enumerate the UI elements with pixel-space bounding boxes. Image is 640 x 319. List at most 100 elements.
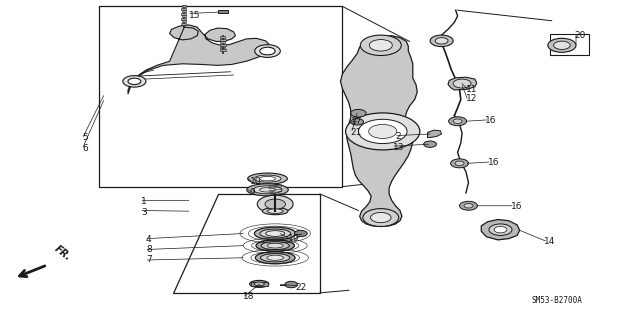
- Circle shape: [494, 226, 507, 233]
- Polygon shape: [173, 194, 320, 293]
- Circle shape: [460, 201, 477, 210]
- Bar: [220, 49, 225, 51]
- Text: 18: 18: [243, 292, 255, 300]
- Text: FR.: FR.: [52, 243, 73, 262]
- Bar: [220, 41, 225, 43]
- Bar: [220, 44, 225, 46]
- Circle shape: [548, 38, 576, 52]
- Circle shape: [260, 47, 275, 55]
- Circle shape: [285, 281, 298, 288]
- Ellipse shape: [255, 252, 295, 264]
- Ellipse shape: [267, 255, 284, 260]
- Circle shape: [371, 212, 391, 223]
- Bar: [182, 5, 186, 7]
- Ellipse shape: [256, 240, 294, 251]
- Circle shape: [455, 161, 464, 166]
- Ellipse shape: [266, 231, 285, 236]
- Bar: [182, 15, 186, 17]
- Text: 1: 1: [141, 197, 147, 206]
- Ellipse shape: [248, 173, 287, 184]
- Bar: [181, 8, 186, 10]
- Text: 8: 8: [146, 245, 152, 254]
- Polygon shape: [481, 219, 520, 240]
- Text: 11: 11: [466, 85, 477, 94]
- Ellipse shape: [262, 208, 288, 215]
- Bar: [550, 34, 589, 55]
- Circle shape: [363, 209, 399, 226]
- Text: 6: 6: [82, 144, 88, 153]
- Ellipse shape: [268, 209, 283, 213]
- Circle shape: [123, 76, 146, 87]
- Text: 17: 17: [351, 117, 362, 126]
- Polygon shape: [340, 36, 417, 226]
- Bar: [220, 39, 225, 41]
- Circle shape: [453, 119, 462, 123]
- Bar: [181, 23, 186, 25]
- Polygon shape: [128, 25, 270, 94]
- Ellipse shape: [246, 184, 288, 196]
- Text: 7: 7: [146, 256, 152, 264]
- Text: 16: 16: [485, 116, 497, 125]
- Circle shape: [451, 159, 468, 168]
- Circle shape: [346, 113, 420, 150]
- Ellipse shape: [250, 280, 269, 287]
- Text: 14: 14: [544, 237, 556, 246]
- Circle shape: [255, 45, 280, 57]
- Polygon shape: [448, 77, 477, 90]
- Circle shape: [257, 195, 293, 213]
- Circle shape: [369, 124, 397, 138]
- Text: 15: 15: [189, 11, 200, 20]
- Text: 19: 19: [288, 234, 300, 243]
- Circle shape: [358, 119, 407, 144]
- Text: 2: 2: [396, 132, 401, 141]
- Text: 9: 9: [250, 188, 255, 197]
- Circle shape: [464, 204, 473, 208]
- Circle shape: [430, 35, 453, 47]
- Circle shape: [489, 224, 512, 235]
- Bar: [181, 18, 186, 20]
- Text: 20: 20: [575, 31, 586, 40]
- Ellipse shape: [268, 243, 283, 248]
- Bar: [182, 20, 186, 22]
- Ellipse shape: [260, 188, 275, 192]
- Ellipse shape: [254, 227, 296, 240]
- Bar: [220, 36, 225, 38]
- Text: 3: 3: [141, 208, 147, 217]
- Text: 5: 5: [82, 133, 88, 142]
- Circle shape: [294, 230, 307, 237]
- Text: 12: 12: [466, 94, 477, 103]
- Text: 22: 22: [296, 283, 307, 292]
- Text: 16: 16: [488, 158, 499, 167]
- Circle shape: [449, 117, 467, 126]
- Circle shape: [424, 141, 436, 147]
- Text: 4: 4: [146, 235, 152, 244]
- Circle shape: [265, 199, 285, 209]
- Circle shape: [351, 109, 366, 117]
- Bar: [218, 10, 228, 13]
- Bar: [181, 13, 186, 15]
- Bar: [182, 10, 186, 12]
- Bar: [220, 47, 225, 48]
- Ellipse shape: [260, 254, 290, 262]
- Circle shape: [369, 40, 392, 51]
- Circle shape: [554, 41, 570, 49]
- Text: 16: 16: [511, 202, 522, 211]
- Polygon shape: [428, 130, 442, 138]
- Circle shape: [453, 79, 471, 88]
- Bar: [99, 6, 342, 187]
- Ellipse shape: [254, 175, 281, 182]
- Text: 13: 13: [393, 143, 404, 152]
- Ellipse shape: [253, 186, 282, 194]
- Bar: [251, 282, 268, 286]
- Circle shape: [435, 38, 448, 44]
- Ellipse shape: [261, 242, 289, 249]
- Ellipse shape: [260, 229, 291, 238]
- Ellipse shape: [260, 176, 275, 181]
- Circle shape: [360, 35, 401, 56]
- Circle shape: [351, 119, 364, 125]
- Circle shape: [128, 78, 141, 85]
- Ellipse shape: [254, 282, 264, 286]
- Text: 21: 21: [351, 128, 362, 137]
- Text: SM53-B2700A: SM53-B2700A: [531, 296, 582, 305]
- Text: 10: 10: [250, 177, 261, 186]
